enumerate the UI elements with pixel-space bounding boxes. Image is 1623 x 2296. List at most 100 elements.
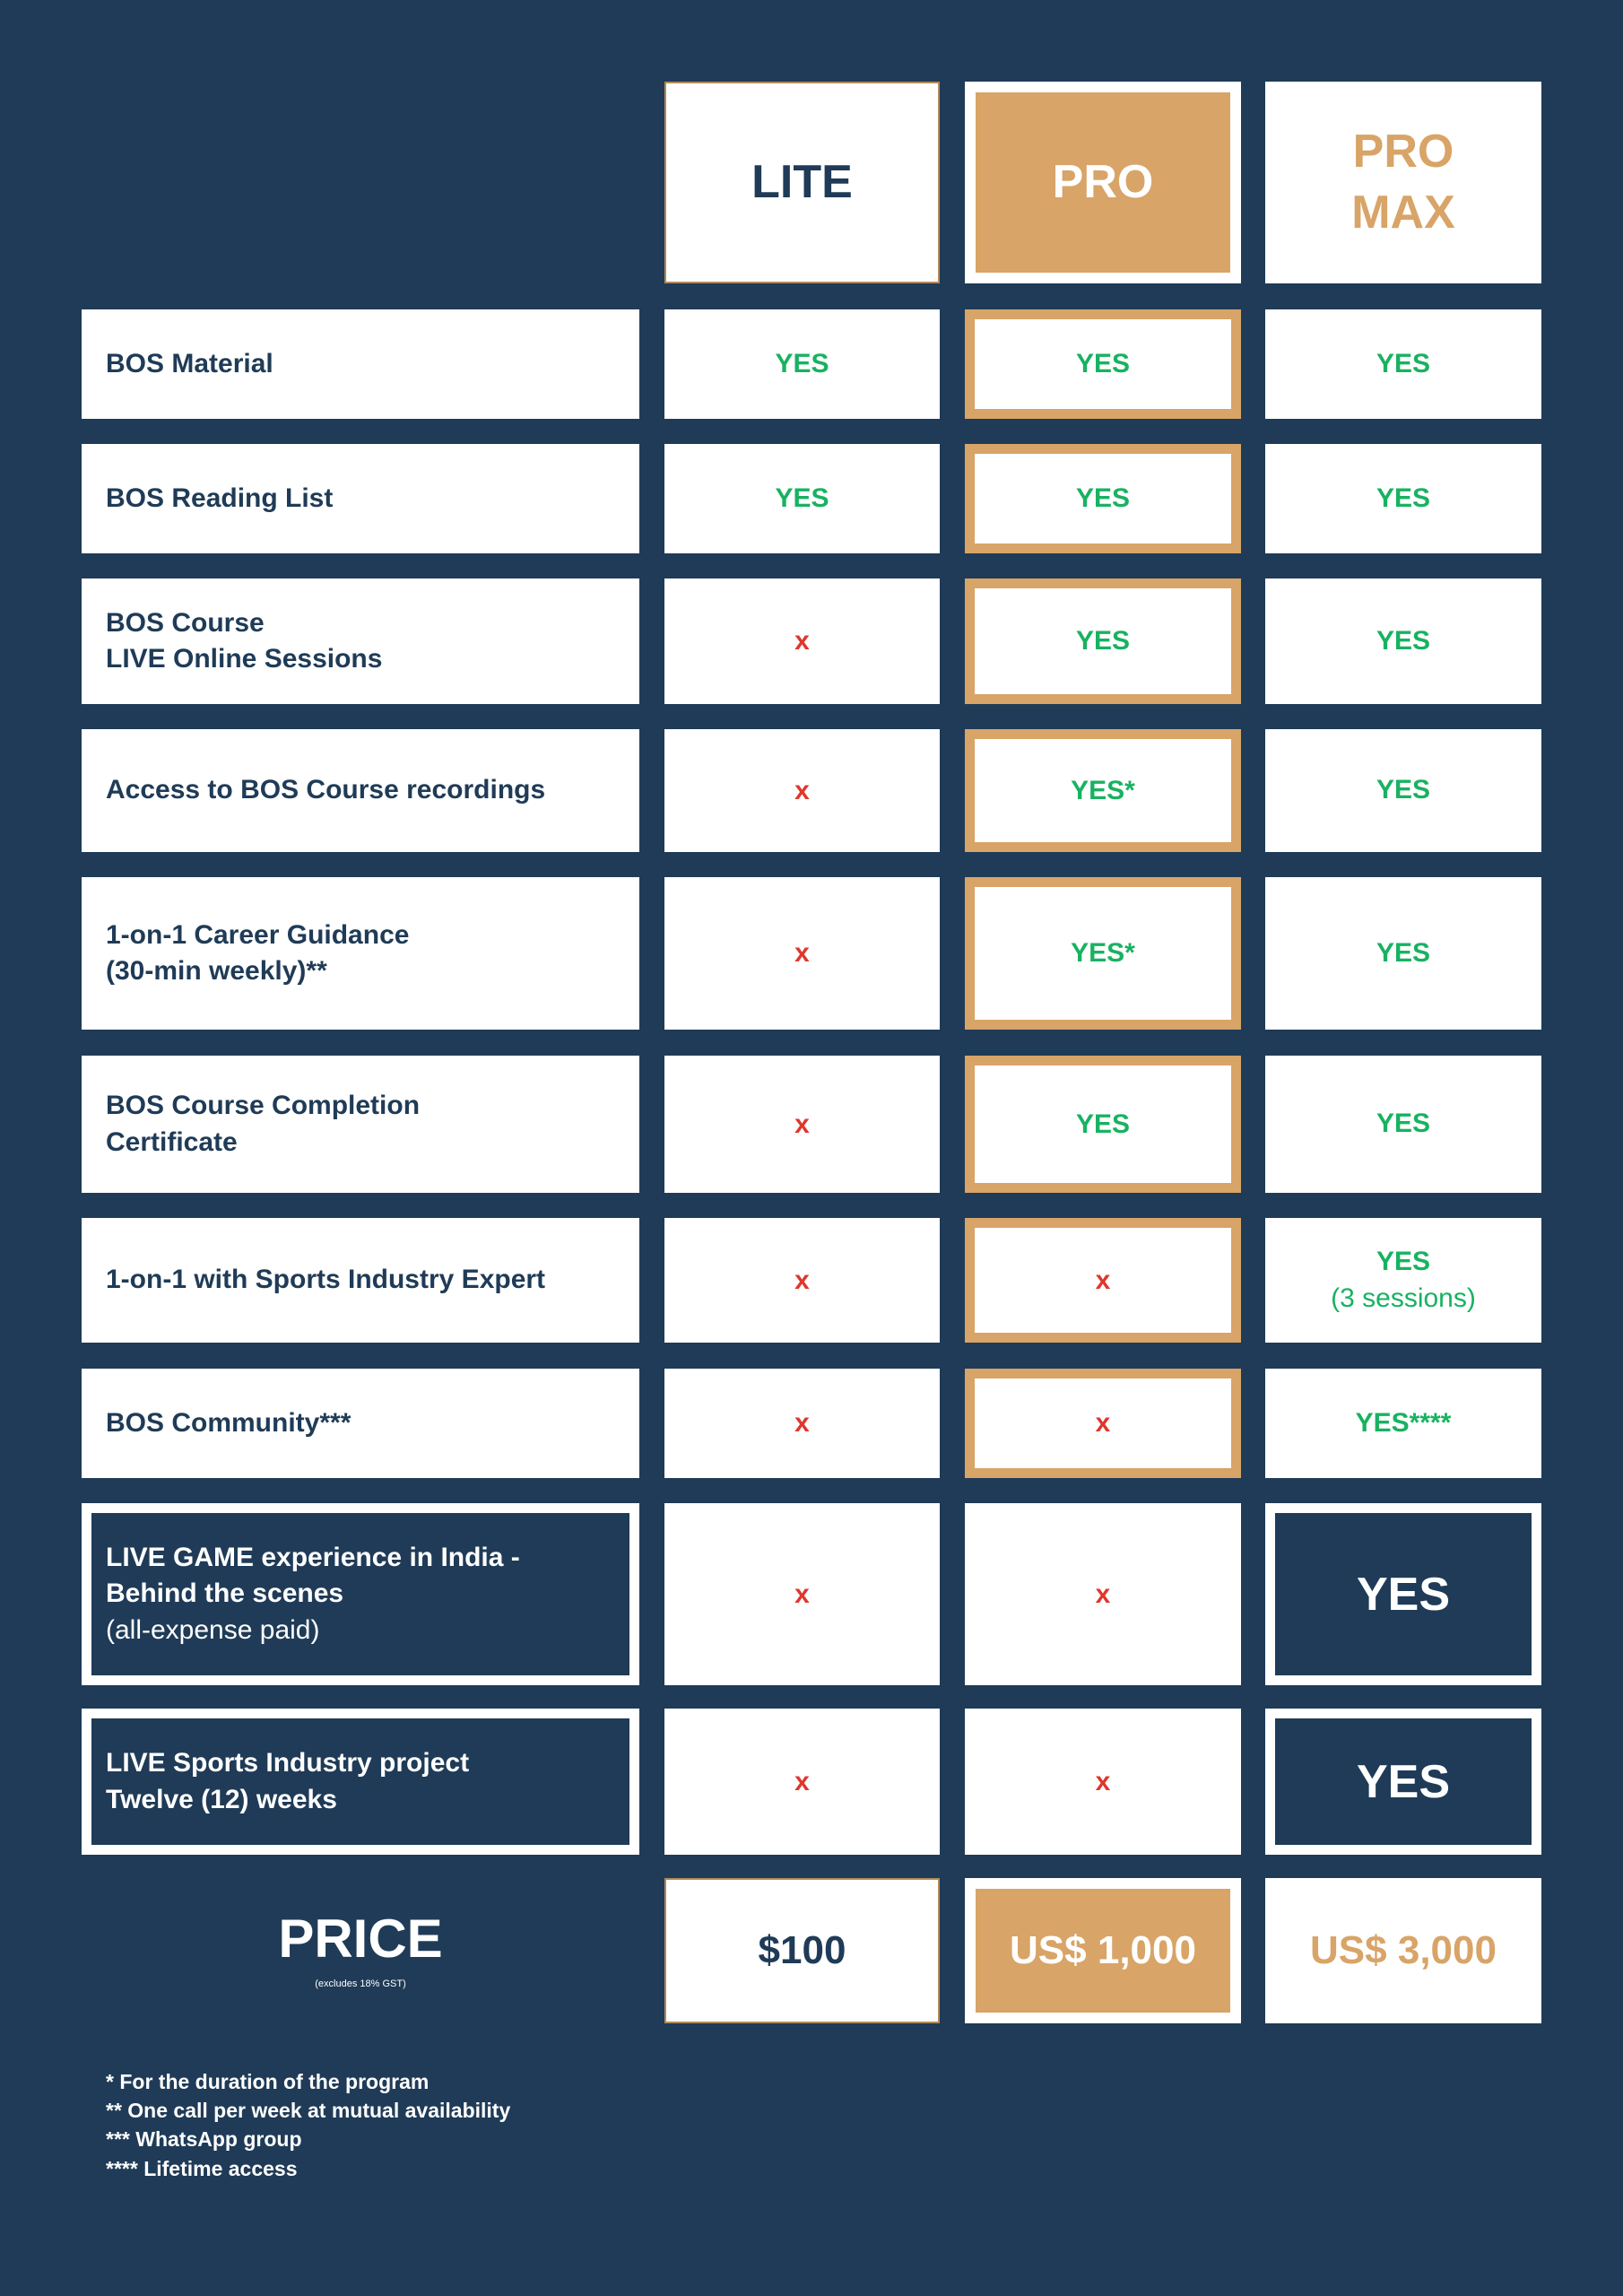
pro-max-cell: YES xyxy=(1265,1056,1541,1193)
pro-cell-inner: YES xyxy=(975,1065,1231,1183)
feature-label: BOS Course LIVE Online Sessions xyxy=(106,607,383,674)
feature-cell: BOS Community*** xyxy=(82,1369,639,1478)
pro-cell: x xyxy=(965,1709,1241,1855)
yes-mark: YES xyxy=(1376,483,1431,513)
price-lite-value: $100 xyxy=(758,1928,846,1972)
feature-cell: BOS Material xyxy=(82,309,639,419)
highlight-feature-text: LIVE Sports Industry project Twelve (12)… xyxy=(106,1745,469,1818)
pro-max-value: YES (3 sessions) xyxy=(1331,1244,1476,1317)
plan-header-pro-max: PRO MAX xyxy=(1265,82,1541,283)
highlight-feature-text: LIVE GAME experience in India - Behind t… xyxy=(106,1540,520,1649)
plan-name-pro-max: PRO MAX xyxy=(1351,125,1455,239)
lite-cell: x xyxy=(664,1709,940,1855)
no-mark: x xyxy=(1095,1578,1111,1609)
pro-max-value: YES**** xyxy=(1356,1405,1452,1442)
lite-cell: x xyxy=(664,1056,940,1193)
pro-cell: YES* xyxy=(965,877,1241,1030)
highlight-feature-inner: LIVE GAME experience in India - Behind t… xyxy=(91,1513,629,1675)
pro-cell-inner: YES xyxy=(975,319,1231,409)
pro-max-cell: YES xyxy=(1265,309,1541,419)
highlight-feature-cell: LIVE GAME experience in India - Behind t… xyxy=(82,1503,639,1685)
feature-label: 1-on-1 with Sports Industry Expert xyxy=(106,1265,546,1295)
lite-cell: x xyxy=(664,1369,940,1478)
no-mark: x xyxy=(794,1408,810,1438)
footnote: ** One call per week at mutual availabil… xyxy=(106,2099,511,2123)
pro-max-yes-badge: YES xyxy=(1275,1718,1532,1845)
no-mark: x xyxy=(1095,1766,1111,1796)
feature-label: Access to BOS Course recordings xyxy=(106,775,546,805)
price-note: (excludes 18% GST) xyxy=(315,1979,406,1989)
highlight-feature-cell: LIVE Sports Industry project Twelve (12)… xyxy=(82,1709,639,1855)
yes-mark: YES xyxy=(1075,349,1131,378)
pro-cell: x xyxy=(965,1369,1241,1478)
yes-mark: YES xyxy=(1075,1109,1131,1139)
lite-cell: x xyxy=(664,1503,940,1685)
pro-cell: x xyxy=(965,1503,1241,1685)
pro-max-cell: YES (3 sessions) xyxy=(1265,1218,1541,1343)
feature-label: BOS Community*** xyxy=(106,1407,352,1438)
yes-mark: YES xyxy=(1376,775,1431,805)
lite-cell: x xyxy=(664,578,940,704)
pro-cell-inner: YES xyxy=(975,588,1231,694)
pro-cell-inner: YES xyxy=(975,454,1231,544)
no-mark: x xyxy=(794,626,810,656)
pro-max-cell: YES**** xyxy=(1265,1369,1541,1478)
highlight-feature-label: LIVE Sports Industry project Twelve (12)… xyxy=(106,1748,470,1814)
yes-mark: YES xyxy=(775,483,829,513)
feature-cell: 1-on-1 Career Guidance (30-min weekly)** xyxy=(82,877,639,1030)
pro-cell-inner: x xyxy=(975,1228,1231,1333)
yes-mark: YES xyxy=(775,349,829,378)
pro-max-value: YES xyxy=(1376,1106,1430,1143)
yes-mark: YES xyxy=(1075,626,1131,656)
yes-mark: YES xyxy=(1075,483,1131,513)
plan-header-pro: PRO xyxy=(965,82,1241,283)
feature-label: BOS Reading List xyxy=(106,483,334,513)
yes-mark: YES**** xyxy=(1355,1407,1452,1438)
feature-cell: 1-on-1 with Sports Industry Expert xyxy=(82,1218,639,1343)
lite-cell: x xyxy=(664,729,940,852)
no-mark: x xyxy=(794,938,810,968)
footnote: *** WhatsApp group xyxy=(106,2127,302,2152)
plan-header-lite: LITE xyxy=(664,82,940,283)
no-mark: x xyxy=(794,775,810,805)
yes-mark: YES* xyxy=(1071,938,1135,968)
pro-cell-inner: x xyxy=(975,1378,1231,1468)
lite-cell: x xyxy=(664,877,940,1030)
pro-cell: YES xyxy=(965,1056,1241,1193)
feature-label: BOS Material xyxy=(106,348,273,378)
lite-cell: x xyxy=(664,1218,940,1343)
feature-cell: Access to BOS Course recordings xyxy=(82,729,639,852)
no-mark: x xyxy=(794,1265,810,1295)
no-mark: x xyxy=(794,1109,810,1139)
feature-label: BOS Course Completion Certificate xyxy=(106,1091,421,1157)
no-mark: x xyxy=(794,1578,810,1609)
feature-cell: BOS Course LIVE Online Sessions xyxy=(82,578,639,704)
footnote: * For the duration of the program xyxy=(106,2070,430,2093)
highlight-feature-label: LIVE GAME experience in India - Behind t… xyxy=(106,1542,520,1609)
no-mark: x xyxy=(794,1766,810,1796)
pro-max-value: YES xyxy=(1376,935,1430,972)
yes-mark: YES xyxy=(1376,1247,1431,1276)
lite-cell: YES xyxy=(664,444,940,553)
yes-mark: YES xyxy=(1376,348,1431,378)
feature-cell: BOS Course Completion Certificate xyxy=(82,1056,639,1193)
pro-max-cell: YES xyxy=(1265,578,1541,704)
pro-cell: YES xyxy=(965,309,1241,419)
price-pro-max-value: US$ 3,000 xyxy=(1310,1928,1497,1972)
plan-header-pro-fill: PRO xyxy=(976,92,1230,273)
yes-mark: YES xyxy=(1376,625,1431,656)
price-pro-max: US$ 3,000 xyxy=(1265,1878,1541,2023)
pro-max-cell: YES xyxy=(1265,1503,1541,1685)
price-lite: $100 xyxy=(664,1878,940,2023)
pro-max-value: YES xyxy=(1376,623,1430,660)
pro-max-cell: YES xyxy=(1265,444,1541,553)
footnote: **** Lifetime access xyxy=(106,2156,298,2180)
price-label-block: PRICE (excludes 18% GST) xyxy=(82,1878,639,2023)
pro-max-value: YES xyxy=(1376,772,1430,809)
feature-label: 1-on-1 Career Guidance (30-min weekly)** xyxy=(106,919,410,987)
plan-name-lite: LITE xyxy=(751,155,853,208)
footnotes: * For the duration of the program ** One… xyxy=(106,2067,510,2183)
pro-cell: x xyxy=(965,1218,1241,1343)
pro-cell-inner: YES* xyxy=(975,887,1231,1020)
pro-max-cell: YES xyxy=(1265,729,1541,852)
